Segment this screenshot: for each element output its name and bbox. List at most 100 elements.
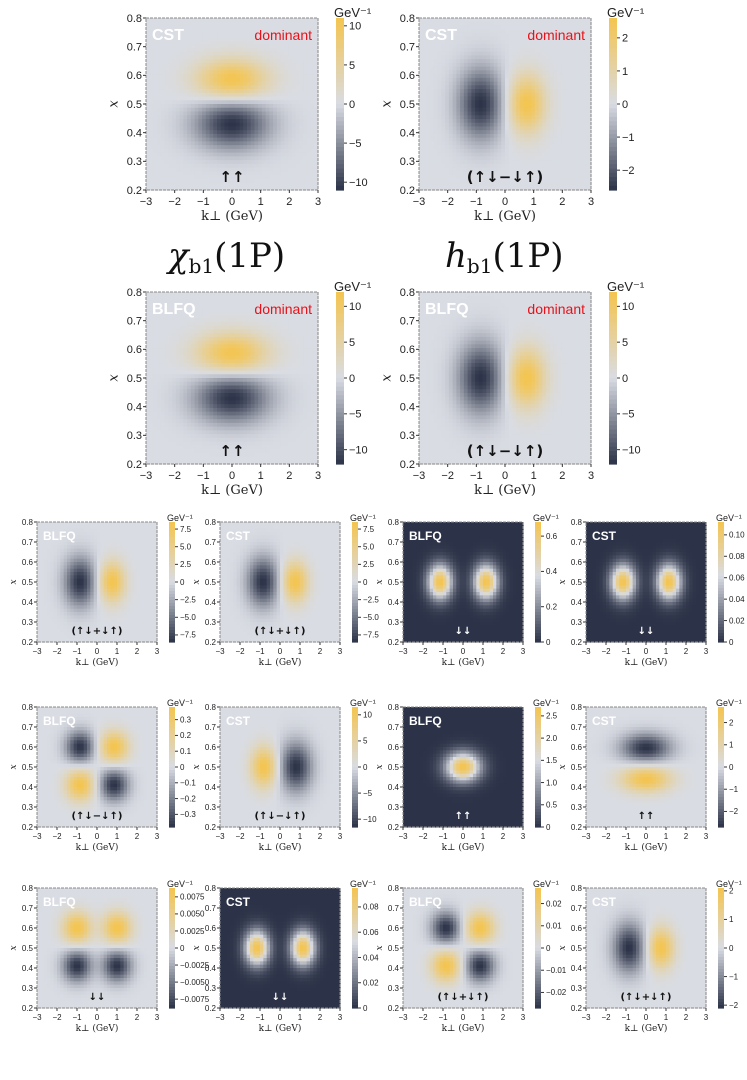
heatmap-cell	[314, 66, 319, 71]
heatmap-cell	[164, 314, 170, 319]
heatmap-cell	[512, 25, 517, 30]
heatmap-cell	[172, 133, 177, 139]
heatmap-cell	[419, 122, 424, 128]
heatmap-cell	[508, 182, 514, 187]
heatmap-cell	[430, 160, 435, 165]
heatmap-cell	[146, 381, 151, 387]
heatmap-cell	[497, 175, 502, 180]
heatmap-cell	[512, 160, 517, 165]
colorbar-segment	[609, 147, 617, 152]
heatmap-cell	[153, 333, 158, 338]
heatmap-cell	[299, 111, 304, 116]
heatmap-cell	[183, 355, 188, 360]
heatmap-cell	[553, 122, 558, 128]
heatmap-cell	[527, 167, 532, 172]
heatmap-cell	[187, 306, 192, 312]
heatmap-cell	[561, 44, 566, 49]
heatmap-cell	[213, 130, 218, 135]
heatmap-cell	[228, 81, 233, 86]
heatmap-cell	[463, 111, 469, 116]
heatmap-cell	[579, 175, 585, 180]
heatmap-cell	[445, 74, 450, 79]
heatmap-cell	[172, 303, 177, 308]
heatmap-cell	[190, 303, 196, 308]
heatmap-cell	[445, 36, 450, 42]
heatmap-cell	[531, 66, 536, 71]
heatmap-cell	[254, 118, 259, 124]
heatmap-cell	[288, 126, 293, 131]
heatmap-cell	[280, 171, 285, 176]
heatmap-cell	[239, 186, 244, 191]
heatmap-cell	[531, 21, 536, 27]
heatmap-cell	[153, 378, 158, 383]
heatmap-cell	[190, 29, 196, 34]
colorbar-tick-label: −1	[622, 132, 635, 144]
heatmap-cell	[564, 178, 570, 184]
heatmap-cell	[183, 314, 188, 319]
heatmap-cell	[202, 92, 207, 98]
heatmap-cell	[583, 62, 588, 68]
heatmap-cell	[243, 137, 248, 142]
heatmap-cell	[228, 36, 233, 42]
heatmap-cell	[579, 167, 585, 172]
heatmap-cell	[172, 344, 177, 349]
heatmap-cell	[546, 25, 551, 30]
heatmap-cell	[220, 167, 226, 172]
heatmap-cell	[246, 115, 252, 120]
heatmap-cell	[516, 137, 521, 142]
heatmap-cell	[306, 18, 312, 23]
heatmap-cell	[583, 156, 588, 161]
heatmap-cell	[295, 92, 300, 98]
heatmap-cell	[265, 66, 270, 71]
heatmap-cell	[146, 306, 151, 312]
heatmap-cell	[583, 160, 588, 165]
heatmap-cell	[295, 85, 300, 90]
heatmap-cell	[205, 81, 211, 86]
heatmap-cell	[445, 81, 450, 86]
colorbar-segment	[336, 86, 344, 92]
heatmap-cell	[549, 92, 555, 98]
heatmap-cell	[183, 430, 188, 435]
heatmap-cell	[280, 36, 285, 42]
heatmap-cell	[557, 51, 562, 56]
heatmap-cell	[157, 175, 162, 180]
heatmap-cell	[299, 21, 304, 27]
heatmap-cell	[527, 126, 532, 131]
heatmap-cell	[183, 295, 188, 301]
model-label: CST	[152, 27, 184, 44]
heatmap-cell	[172, 96, 177, 101]
heatmap-cell	[471, 55, 476, 60]
heatmap-cell	[490, 77, 495, 83]
heatmap-cell	[246, 126, 252, 131]
heatmap-cell	[265, 100, 270, 105]
heatmap-cell	[276, 92, 282, 98]
heatmap-cell	[246, 74, 252, 79]
heatmap-cell	[246, 152, 252, 157]
heatmap-cell	[482, 85, 487, 90]
heatmap-cell	[572, 25, 577, 30]
heatmap-cell	[157, 329, 162, 334]
heatmap-cell	[576, 148, 581, 154]
heatmap-cell	[149, 355, 155, 360]
heatmap-cell	[149, 145, 155, 150]
heatmap-cell	[505, 171, 510, 176]
heatmap-cell	[310, 145, 315, 150]
heatmap-cell	[175, 381, 181, 387]
heatmap-cell	[224, 178, 229, 184]
heatmap-cell	[175, 292, 181, 297]
heatmap-cell	[572, 115, 577, 120]
heatmap-cell	[512, 186, 517, 191]
heatmap-cell	[419, 104, 424, 109]
heatmap-cell	[463, 141, 469, 146]
heatmap-cell	[160, 96, 166, 101]
heatmap-cell	[228, 152, 233, 157]
heatmap-cell	[523, 160, 529, 165]
heatmap-cell	[235, 18, 241, 23]
heatmap-cell	[157, 366, 162, 372]
heatmap-cell	[303, 92, 308, 98]
heatmap-cell	[490, 141, 495, 146]
heatmap-cell	[291, 100, 297, 105]
heatmap-cell	[299, 40, 304, 45]
heatmap-cell	[546, 175, 551, 180]
heatmap-cell	[205, 55, 211, 60]
